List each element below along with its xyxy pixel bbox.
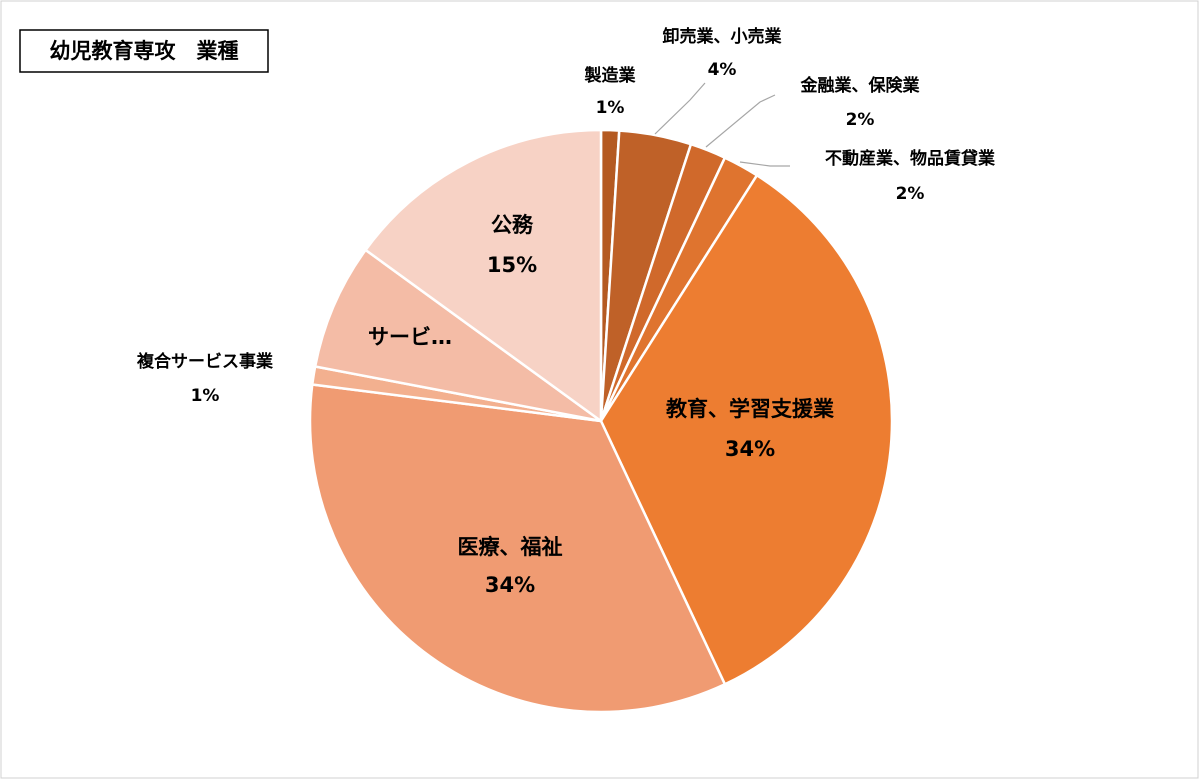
slice-label: サービ… xyxy=(368,325,452,349)
value-label: 4% xyxy=(708,60,737,80)
slice-label: 製造業 xyxy=(584,65,636,86)
pie-slice xyxy=(599,173,894,686)
slice-label: 卸売業、小売業 xyxy=(663,26,782,47)
leader-line xyxy=(739,161,790,167)
chart-title: 幼児教育専攻 業種 xyxy=(50,39,239,63)
leader-line xyxy=(654,82,706,135)
slice-label: 金融業、保険業 xyxy=(800,75,920,96)
slice-label: 公務 xyxy=(491,213,534,237)
leader-line xyxy=(705,94,776,148)
slice-label: 複合サービス事業 xyxy=(136,351,273,372)
slice-label: 不動産業、物品賃貸業 xyxy=(825,148,995,169)
value-label: 2% xyxy=(846,110,875,130)
pie-slice xyxy=(363,128,603,424)
value-label: 34% xyxy=(485,573,535,597)
value-label: 1% xyxy=(191,386,220,406)
value-label: 15% xyxy=(487,253,537,277)
pie-slice xyxy=(308,383,727,714)
slice-label: 教育、学習支援業 xyxy=(666,397,835,421)
value-label: 1% xyxy=(596,98,625,118)
pie-slice xyxy=(313,248,602,423)
slice-label: 医療、福祉 xyxy=(458,535,563,559)
value-label: 34% xyxy=(725,437,775,461)
title-box xyxy=(19,29,269,73)
value-label: 2% xyxy=(896,184,925,204)
